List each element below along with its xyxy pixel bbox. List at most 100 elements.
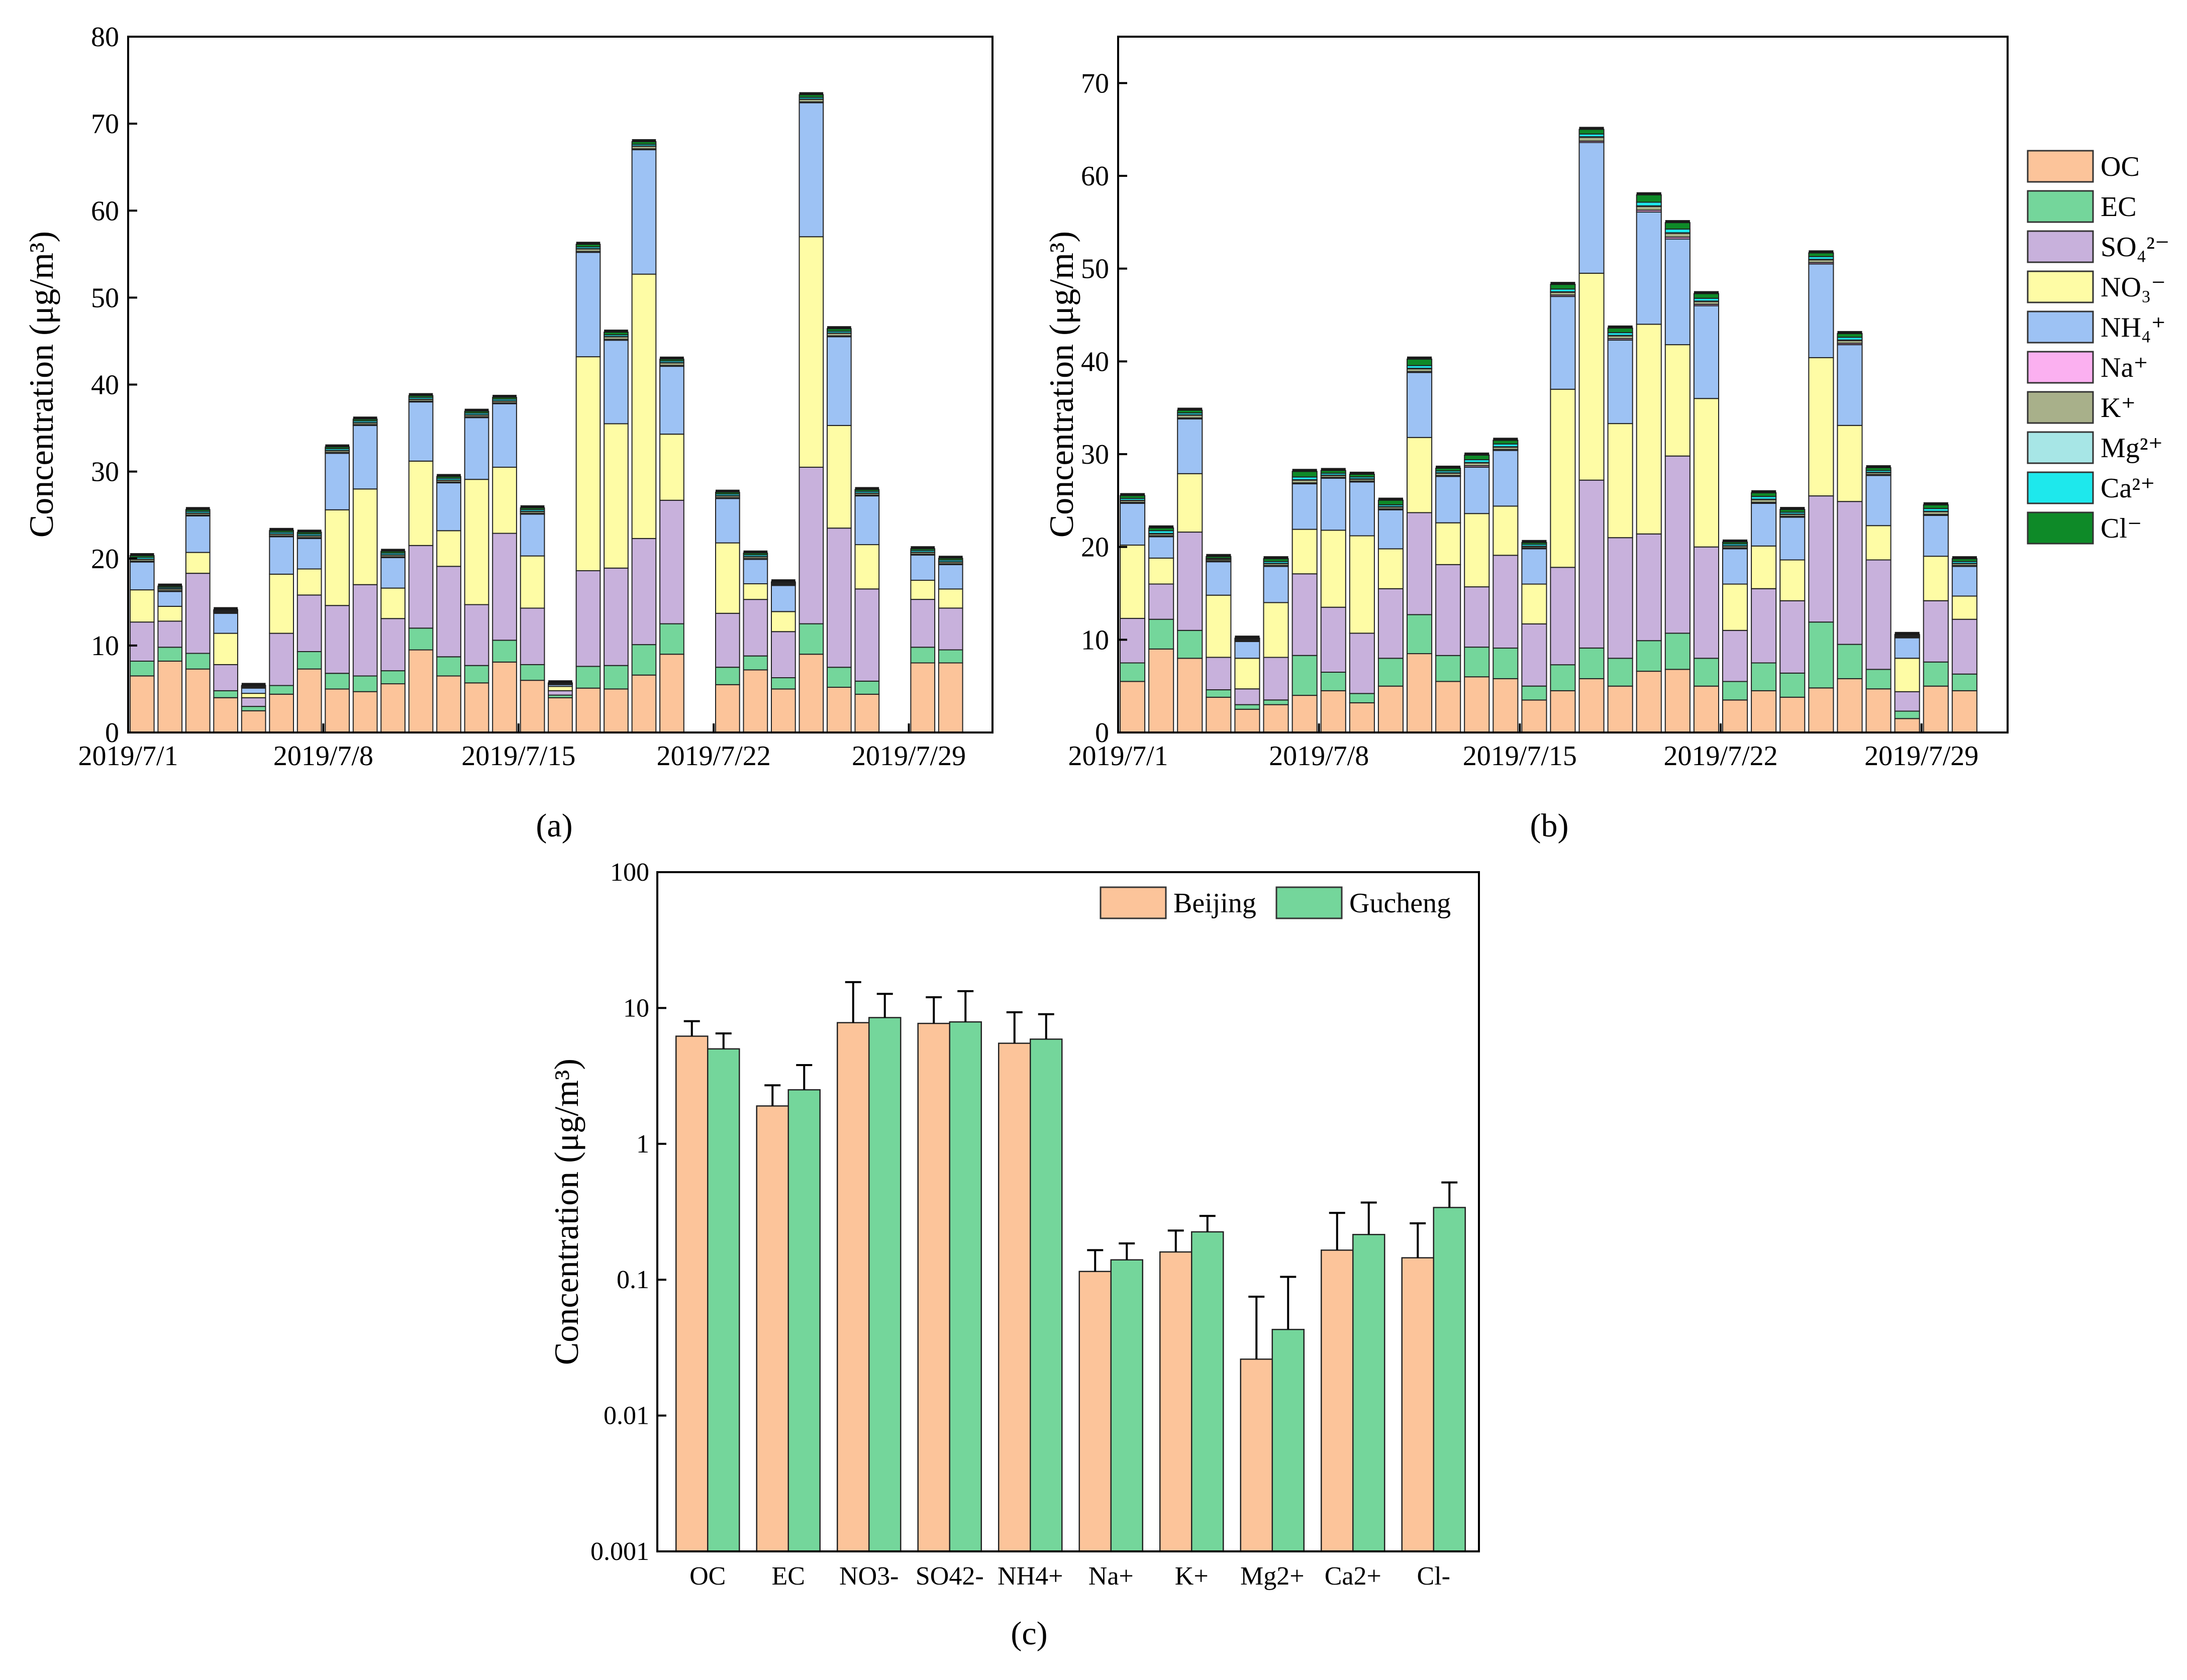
bar-so4-day-12 bbox=[436, 566, 461, 658]
bar-oc-day-7 bbox=[296, 668, 322, 733]
bar-oc-day-13 bbox=[1464, 676, 1490, 733]
bar-nh4-day-29 bbox=[1923, 514, 1949, 557]
y-tick-label: 10 bbox=[91, 631, 119, 662]
bar-so4-day-3 bbox=[185, 573, 211, 654]
bar-so4-day-20 bbox=[1664, 455, 1691, 634]
bar-no3-day-2 bbox=[1148, 557, 1174, 585]
bar-top-cap-day-7 bbox=[1292, 469, 1317, 472]
bar-oc-day-26 bbox=[827, 687, 852, 733]
bar-ec-day-28 bbox=[1894, 710, 1920, 719]
bar-so4-day-26 bbox=[1837, 501, 1863, 645]
bar-nh4-day-20 bbox=[1664, 238, 1691, 346]
bar-so4-day-12 bbox=[1435, 564, 1461, 656]
bar-so4-day-9 bbox=[1349, 633, 1375, 694]
bar-nh4-day-25 bbox=[1808, 263, 1834, 358]
bar-ec-day-14 bbox=[1493, 648, 1519, 679]
bar-no3-day-18 bbox=[604, 423, 629, 569]
bar-no3-day-22 bbox=[715, 542, 740, 614]
panel-b-x-axis: 2019/7/1 2019/7/8 2019/7/15 2019/7/22 2019/7… bbox=[1068, 723, 1978, 772]
bar-no3-day-15 bbox=[1521, 583, 1547, 624]
bar-no3-day-20 bbox=[1664, 344, 1691, 457]
y-tick-label: 20 bbox=[91, 544, 119, 575]
bar-nh4-day-23 bbox=[1751, 502, 1777, 547]
panel-b-label: (b) bbox=[1530, 807, 1569, 844]
bar-oc-day-30 bbox=[938, 662, 963, 733]
bar-beijing-2 bbox=[837, 1022, 870, 1552]
bar-ec-day-1 bbox=[129, 661, 155, 677]
bar-nh4-day-18 bbox=[1607, 339, 1633, 425]
bar-k-day-17 bbox=[1578, 137, 1605, 142]
bar-cl-day-26 bbox=[1837, 333, 1863, 338]
x-category-label: NO3- bbox=[839, 1562, 899, 1591]
bar-oc-day-8 bbox=[325, 688, 350, 733]
bar-top-cap-day-12 bbox=[1436, 465, 1461, 469]
y-tick-label: 40 bbox=[1081, 346, 1109, 377]
bar-nh4-day-11 bbox=[408, 401, 434, 462]
bar-oc-day-5 bbox=[241, 710, 266, 733]
bar-top-cap-day-25 bbox=[1809, 250, 1834, 254]
bar-no3-day-18 bbox=[1607, 423, 1633, 539]
bar-nh4-day-9 bbox=[1349, 481, 1375, 537]
bar-top-cap-day-14 bbox=[1493, 438, 1518, 441]
panel-b-frame bbox=[1117, 36, 2009, 733]
bar-no3-day-4 bbox=[1206, 594, 1232, 658]
bar-so4-day-2 bbox=[157, 620, 183, 648]
bar-oc-day-28 bbox=[1894, 718, 1920, 733]
bar-gucheng-3 bbox=[949, 1021, 982, 1552]
bar-so4-day-18 bbox=[604, 567, 629, 666]
bar-so4-day-11 bbox=[1407, 512, 1433, 615]
panel-a-label: (a) bbox=[536, 807, 572, 844]
bar-top-cap-day-4 bbox=[214, 607, 238, 610]
bar-so4-day-14 bbox=[1493, 555, 1519, 649]
y-tick-label: 10 bbox=[623, 994, 649, 1022]
bar-top-cap-day-2 bbox=[158, 583, 182, 587]
bar-cl-day-16 bbox=[1550, 284, 1576, 290]
bar-so4-day-28 bbox=[1894, 691, 1920, 712]
bar-oc-day-4 bbox=[1206, 696, 1232, 733]
bar-no3-day-29 bbox=[910, 580, 936, 600]
bar-nh4-day-2 bbox=[157, 591, 183, 607]
bar-ec-day-9 bbox=[1349, 693, 1375, 703]
bar-no3-day-12 bbox=[436, 530, 461, 567]
bar-no3-day-12 bbox=[1435, 522, 1461, 565]
bar-no3-day-8 bbox=[325, 509, 350, 606]
bar-no3-day-10 bbox=[1377, 548, 1404, 589]
bar-oc-day-29 bbox=[910, 662, 936, 733]
bar-oc-day-17 bbox=[575, 687, 601, 733]
x-category-label: OC bbox=[689, 1562, 726, 1591]
bar-so4-day-10 bbox=[380, 618, 406, 672]
bar-so4-day-30 bbox=[938, 607, 963, 651]
bar-oc-day-15 bbox=[1521, 699, 1547, 733]
bar-oc-day-15 bbox=[520, 680, 545, 733]
bar-no3-day-19 bbox=[631, 273, 657, 539]
bar-top-cap-day-5 bbox=[241, 683, 266, 686]
bar-ec-day-15 bbox=[1521, 685, 1547, 701]
bar-cl-day-11 bbox=[1407, 358, 1433, 366]
bar-nh4-day-2 bbox=[1148, 536, 1174, 559]
bar-top-cap-day-2 bbox=[1149, 525, 1174, 529]
bar-nh4-day-14 bbox=[492, 403, 517, 468]
bar-no3-day-6 bbox=[269, 573, 294, 634]
y-tick-label: 40 bbox=[91, 370, 119, 401]
panel-c-legend: Beijing Gucheng bbox=[1100, 886, 1451, 919]
legend-swatch-so4 bbox=[2027, 230, 2094, 263]
bar-top-cap-day-22 bbox=[1723, 539, 1748, 543]
bar-nh4-day-17 bbox=[575, 252, 601, 358]
bar-top-cap-day-17 bbox=[1579, 127, 1604, 130]
bar-ec-day-25 bbox=[1808, 621, 1834, 689]
bar-top-cap-day-8 bbox=[325, 444, 349, 448]
legend-label-cl: Cl⁻ bbox=[2101, 513, 2142, 544]
bar-no3-day-9 bbox=[1349, 535, 1375, 634]
bar-cl-day-25 bbox=[1808, 252, 1834, 257]
x-tick-label: 2019/7/15 bbox=[1463, 741, 1577, 772]
x-tick-label: 2019/7/29 bbox=[852, 741, 966, 772]
bar-nh4-day-26 bbox=[1837, 344, 1863, 426]
legend-swatch-gucheng bbox=[1275, 886, 1343, 919]
bar-so4-day-24 bbox=[1779, 600, 1806, 674]
bar-oc-day-25 bbox=[1808, 687, 1834, 733]
panel-b-ylabel-text: Concentration (μg/m³) bbox=[1042, 231, 1080, 538]
bar-k-day-19 bbox=[1636, 205, 1662, 211]
bar-oc-day-23 bbox=[743, 669, 768, 733]
bar-no3-day-27 bbox=[854, 544, 880, 590]
legend-label-k: K⁺ bbox=[2101, 392, 2136, 424]
